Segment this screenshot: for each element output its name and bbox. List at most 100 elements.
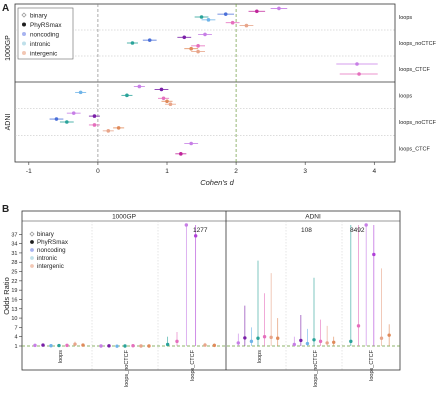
y-tick-label: 13 <box>11 307 17 313</box>
effect-point <box>357 72 361 76</box>
category-label: loops_CTCF <box>190 349 196 381</box>
odds-ratio-point <box>165 342 170 347</box>
effect-point <box>277 6 281 11</box>
odds-ratio-point <box>123 344 127 348</box>
effect-point <box>223 12 228 16</box>
odds-ratio-point <box>364 223 368 227</box>
effect-point <box>54 117 59 121</box>
x-tick-label: 3 <box>303 168 307 175</box>
odds-ratio-point <box>115 344 119 348</box>
panel-a-x-ticks: -1 0 1 2 3 4 <box>26 162 376 175</box>
odds-ratio-point <box>41 343 45 347</box>
effect-point <box>116 126 121 130</box>
odds-ratio-point <box>312 338 316 342</box>
legend-label: binary <box>30 12 48 19</box>
legend-label: binary <box>37 231 55 238</box>
effect-point <box>92 114 97 118</box>
odds-ratio-point <box>203 343 207 347</box>
intergenic-icon <box>30 264 34 268</box>
odds-ratio-point <box>318 339 323 344</box>
legend-label: intronic <box>37 255 57 262</box>
panel-a-marks <box>49 6 378 156</box>
phyrsmax-icon <box>30 240 34 244</box>
odds-ratio-point <box>99 344 103 348</box>
odds-ratio-point <box>256 336 260 340</box>
y-tick-label: 31 <box>11 251 17 257</box>
odds-ratio-point <box>332 340 336 344</box>
noncoding-icon <box>30 248 34 252</box>
effect-point <box>255 9 259 14</box>
odds-ratio-point <box>379 336 384 340</box>
y-tick-label: 22 <box>11 279 17 285</box>
legend: binary PhyRSmax noncoding intronic intergeni… <box>17 7 74 60</box>
y-tick-label: 10 <box>11 316 17 322</box>
legend-b: binaryPhyRSmaxnoncodingintronicintergeni… <box>29 231 69 270</box>
row-label: loops <box>399 15 412 21</box>
legend-label: PhyRSmax <box>37 239 69 246</box>
effect-point <box>355 62 359 66</box>
row-label: loops_CTCF <box>399 147 431 153</box>
top-value-label: 1277 <box>193 227 208 234</box>
effect-point <box>196 49 200 54</box>
odds-ratio-point <box>349 339 353 344</box>
y-tick-label: 7 <box>14 325 17 331</box>
panel-title-adni: ADNI <box>305 214 321 221</box>
odds-ratio-point <box>73 342 77 346</box>
row-label: loops <box>399 93 412 99</box>
odds-ratio-point <box>131 343 135 348</box>
y-tick-label: 28 <box>11 260 17 266</box>
odds-ratio-point <box>81 343 85 347</box>
effect-point <box>125 93 129 98</box>
y-tick-label: 25 <box>11 270 17 276</box>
legend-label: PhyRSmax <box>30 22 62 29</box>
category-label: loops_noCTCF <box>124 349 130 387</box>
odds-ratio-point <box>212 343 217 348</box>
effect-point <box>130 41 135 45</box>
effect-point <box>92 123 97 127</box>
odds-ratio-point <box>184 223 189 227</box>
y-tick-label: 16 <box>11 297 17 303</box>
effect-point <box>78 90 83 95</box>
odds-ratio-point <box>356 324 361 328</box>
effect-point <box>189 141 193 146</box>
panel-a-label: A <box>2 3 9 14</box>
odds-ratio-point <box>292 342 296 347</box>
noncoding-icon <box>22 32 26 36</box>
odds-ratio-point <box>49 343 53 348</box>
effect-point <box>165 99 169 104</box>
category-label: loops_noCTCF <box>313 349 319 387</box>
effect-point <box>203 32 207 37</box>
legend-label: intergenic <box>37 263 64 270</box>
effect-point <box>65 120 69 124</box>
intronic-icon <box>30 256 34 260</box>
x-tick-label: 0 <box>96 168 100 175</box>
odds-ratio-point <box>57 343 61 348</box>
effect-point <box>106 129 111 133</box>
effect-point <box>71 111 76 115</box>
y-tick-label: 34 <box>11 242 17 248</box>
odds-ratio-point <box>299 338 303 343</box>
x-tick-label: 2 <box>234 168 238 175</box>
legend-box <box>17 7 74 60</box>
effect-point <box>189 46 193 51</box>
y-tick-label: 19 <box>11 288 17 294</box>
effect-point <box>159 87 164 92</box>
odds-ratio-point <box>262 334 267 339</box>
y-axis-title: Odds Ratio <box>2 277 11 315</box>
odds-ratio-point <box>249 339 254 344</box>
effect-point <box>182 35 187 40</box>
effect-point <box>168 102 173 106</box>
y-tick-label: 1 <box>14 344 17 350</box>
odds-ratio-point <box>236 341 240 345</box>
effect-point <box>179 152 183 156</box>
group-label-adni: ADNI <box>5 114 12 131</box>
odds-ratio-point <box>387 333 391 337</box>
odds-ratio-point <box>147 344 151 348</box>
phyrsmax-icon <box>22 22 26 27</box>
effect-point <box>244 23 249 28</box>
panel-b-frame <box>21 210 401 371</box>
odds-ratio-point <box>107 344 111 348</box>
panel-a-row-labels: loopsloops_noCTCFloops_CTCFloopsloops_no… <box>399 15 437 153</box>
top-value-label: 8492 <box>350 227 365 234</box>
